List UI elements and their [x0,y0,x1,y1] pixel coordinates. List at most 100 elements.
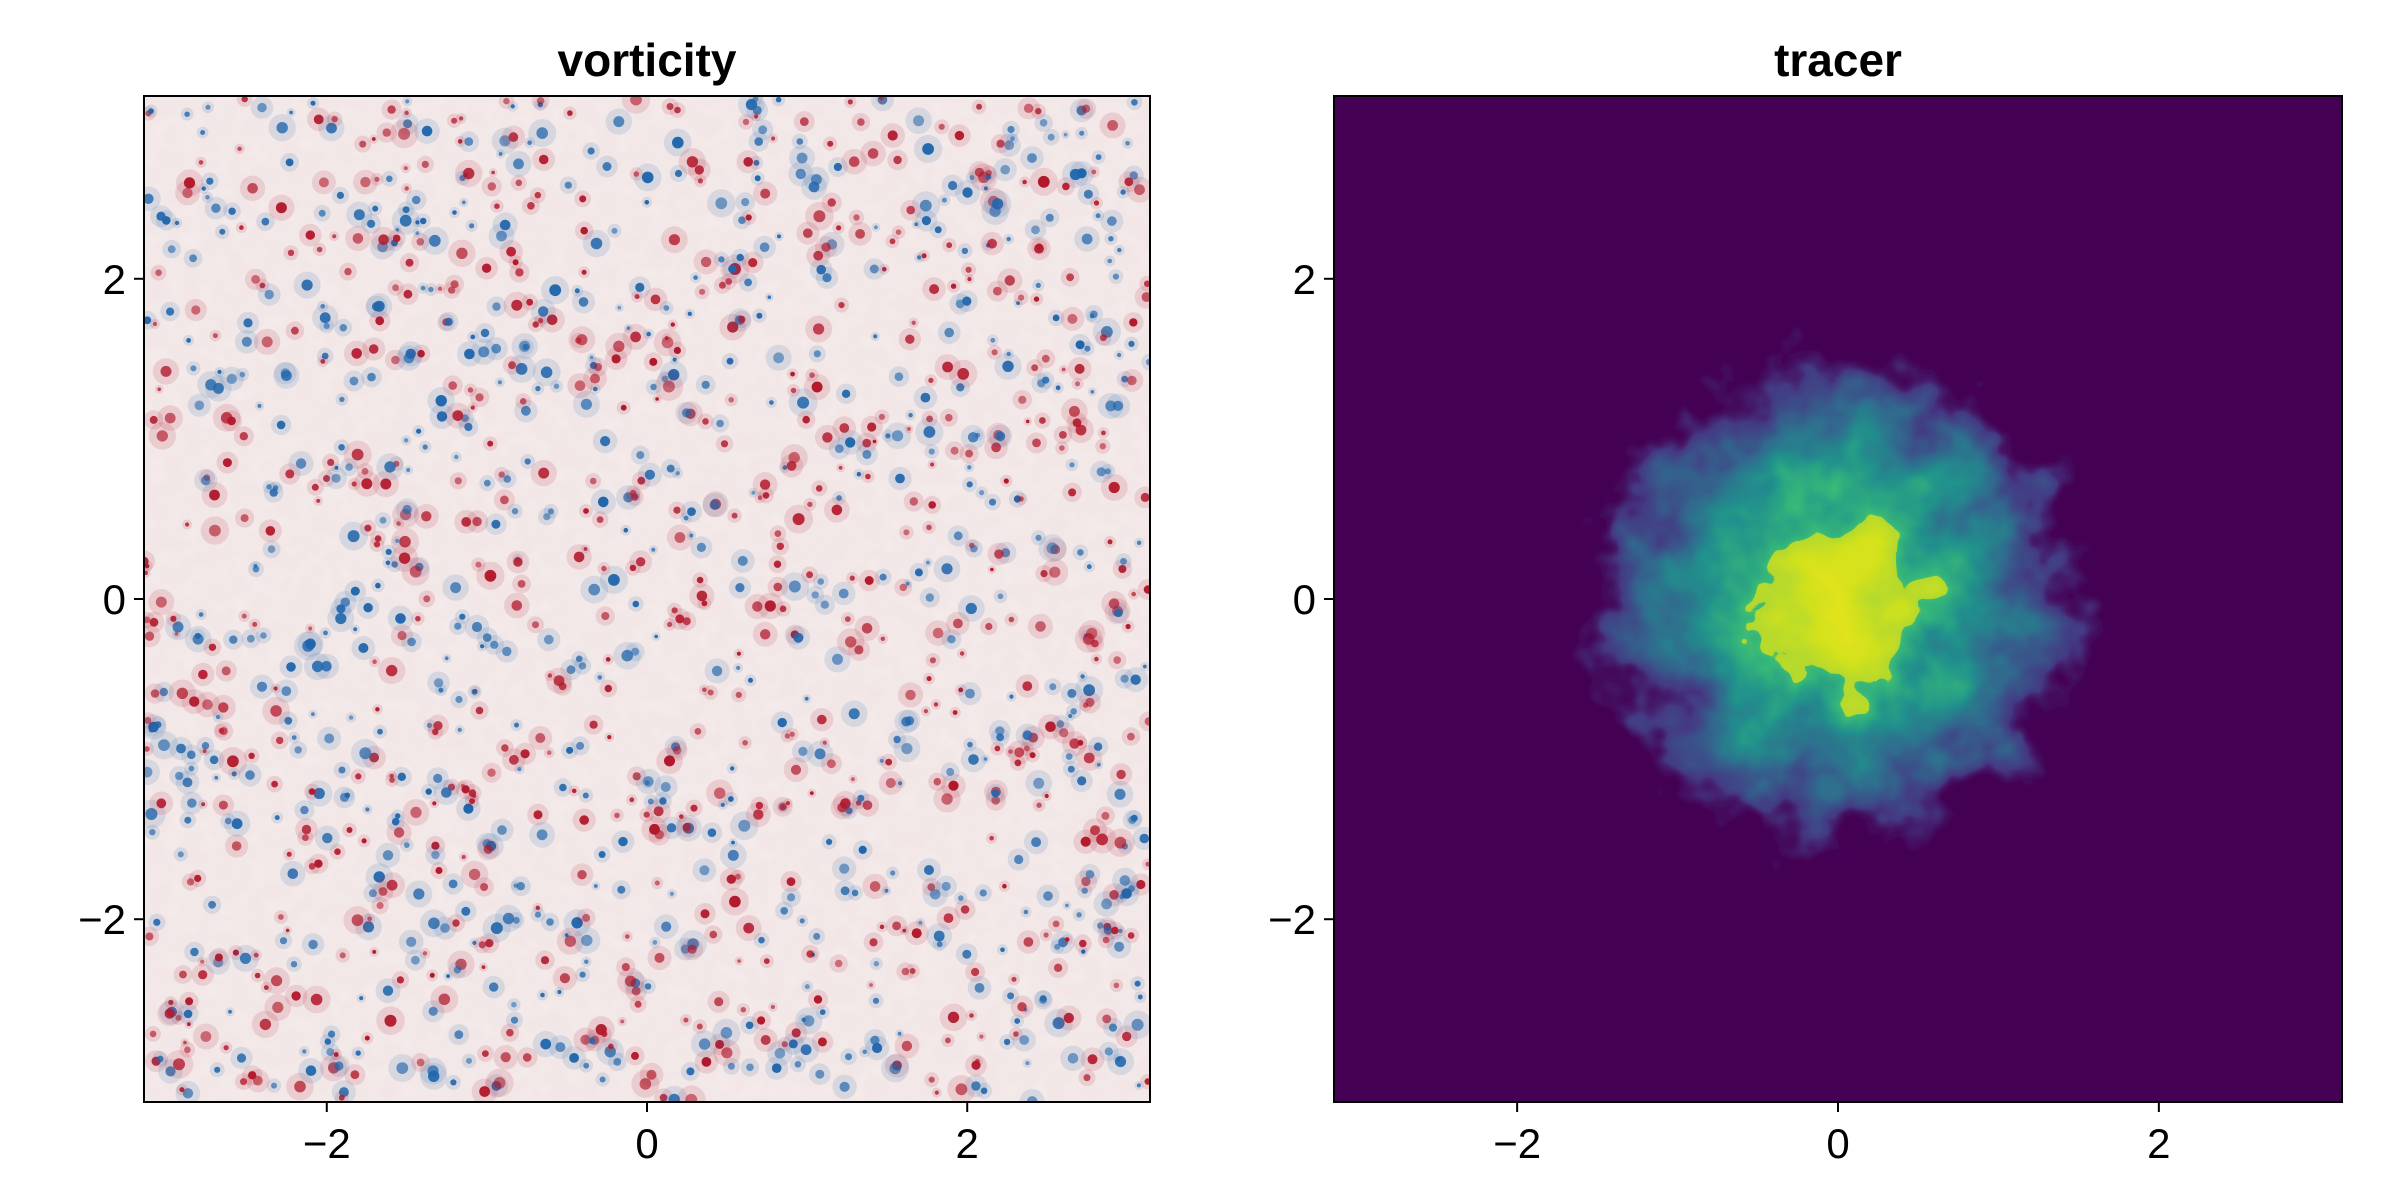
negative-vortex [885,433,891,439]
positive-vortex [620,404,627,411]
positive-vortex [869,881,881,892]
negative-vortex [186,338,192,343]
negative-vortex [726,357,734,365]
negative-vortex [699,865,710,876]
negative-vortex [1046,542,1059,554]
negative-vortex [997,593,1004,600]
positive-vortex [985,622,993,631]
negative-vortex [321,352,329,360]
negative-vortex [608,574,620,586]
negative-vortex [1007,992,1015,1000]
positive-vortex [675,614,685,624]
positive-vortex [654,880,660,886]
positive-vortex [318,177,329,188]
positive-vortex [247,183,258,194]
positive-vortex [1018,294,1025,301]
positive-vortex [508,361,516,370]
positive-vortex [538,467,550,479]
positive-vortex [932,627,944,639]
positive-vortex [422,951,428,956]
positive-vortex [415,615,421,622]
negative-vortex [266,484,272,490]
positive-vortex [948,780,959,791]
negative-vortex [377,728,383,735]
positive-vortex [183,1040,187,1045]
negative-vortex [247,634,255,643]
vorticity-filaments [144,96,1150,1102]
negative-vortex [675,471,680,476]
negative-vortex [848,708,860,720]
positive-vortex [481,965,486,969]
negative-vortex [441,787,452,798]
positive-vortex [803,228,813,238]
negative-vortex [1039,119,1048,127]
positive-vortex [533,810,543,820]
negative-vortex [498,152,503,156]
positive-vortex [1101,811,1110,820]
positive-vortex [848,156,860,167]
negative-vortex [205,195,210,200]
negative-vortex [666,464,675,473]
negative-vortex [728,264,737,273]
negative-vortex [857,794,865,802]
negative-vortex [241,336,252,347]
positive-vortex [861,623,873,634]
positive-vortex [631,1051,639,1060]
negative-vortex [897,1031,902,1036]
negative-vortex [811,591,819,599]
negative-vortex [305,1065,317,1076]
negative-vortex [318,209,326,217]
positive-vortex [149,415,158,424]
positive-vortex [527,202,535,210]
positive-vortex [334,848,341,855]
positive-vortex [157,387,161,392]
negative-vortex [276,420,286,430]
positive-vortex [364,524,372,532]
negative-vortex [593,386,598,392]
negative-vortex [672,136,684,149]
negative-vortex [1022,730,1033,741]
negative-vortex [635,282,645,292]
positive-vortex [991,349,998,356]
negative-vortex [534,911,542,918]
negative-vortex [1137,994,1143,1000]
positive-vortex [346,827,353,833]
negative-vortex [367,219,376,228]
negative-vortex [1121,375,1129,383]
positive-vortex [604,684,612,693]
negative-vortex [895,473,905,484]
positive-vortex [971,1060,981,1070]
negative-vortex [252,565,260,573]
positive-vortex [1122,1031,1132,1042]
negative-vortex [148,721,159,733]
negative-vortex [362,921,375,933]
negative-vortex [587,147,595,155]
negative-vortex [319,312,331,324]
positive-vortex [696,1023,703,1030]
positive-vortex [1068,488,1077,497]
negative-vortex [167,245,176,254]
negative-vortex [359,747,372,760]
positive-vortex [1059,431,1067,439]
negative-vortex [1006,236,1011,242]
positive-vortex [393,827,405,838]
positive-vortex [1090,825,1100,836]
positive-vortex [613,340,625,352]
negative-vortex [777,234,781,239]
negative-vortex [989,498,996,506]
negative-vortex [974,983,985,993]
negative-vortex [1065,753,1073,760]
positive-vortex [351,914,364,927]
negative-vortex [617,885,626,894]
negative-vortex [217,369,222,374]
positive-vortex [512,259,519,266]
negative-vortex [925,593,934,602]
positive-vortex [637,476,646,485]
positive-vortex [535,733,546,743]
positive-vortex [344,267,352,276]
positive-vortex [822,432,833,443]
positive-vortex [472,516,482,527]
negative-vortex [736,253,744,262]
positive-vortex [987,238,997,249]
positive-vortex [930,462,935,467]
